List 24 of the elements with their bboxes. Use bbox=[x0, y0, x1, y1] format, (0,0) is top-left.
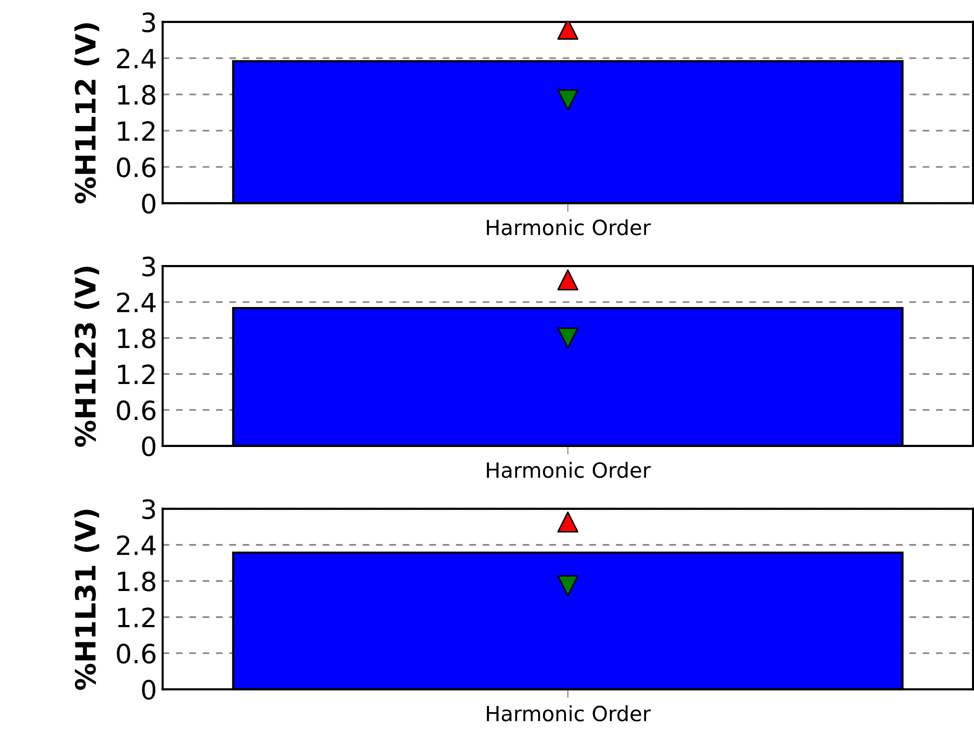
y-tick-label: 1.8 bbox=[118, 84, 156, 105]
y-tick-label: 2.4 bbox=[117, 48, 156, 68]
y-tick-label: 1.8 bbox=[118, 328, 156, 348]
y-tick-label: 3 bbox=[142, 12, 155, 32]
y-tick-label: 0.6 bbox=[116, 644, 156, 664]
y-tick-label: 3 bbox=[142, 256, 155, 276]
y-tick-label: 0 bbox=[142, 436, 156, 456]
y-axis-title: %H1L12 (V) bbox=[74, 23, 100, 204]
y-tick-label: 1.2 bbox=[118, 364, 154, 384]
y-tick-label: 0 bbox=[142, 680, 156, 700]
x-axis-title: Harmonic Order bbox=[486, 462, 651, 478]
x-axis-title: Harmonic Order bbox=[486, 219, 651, 236]
y-tick-label: 3 bbox=[142, 499, 155, 520]
y-tick-label: 2.4 bbox=[117, 535, 156, 555]
y-axis-title: %H1L31 (V) bbox=[74, 510, 100, 690]
y-tick-label: 0 bbox=[142, 194, 156, 214]
y-tick-label: 1.2 bbox=[118, 608, 154, 628]
y-tick-label: 0.6 bbox=[116, 400, 156, 420]
y-axis-title: %H1L23 (V) bbox=[74, 266, 100, 447]
y-tick-label: 0.6 bbox=[116, 157, 156, 178]
x-axis-title: Harmonic Order bbox=[486, 705, 651, 722]
y-tick-label: 2.4 bbox=[117, 292, 156, 312]
y-tick-label: 1.8 bbox=[118, 571, 156, 592]
y-tick-label: 1.2 bbox=[118, 121, 154, 141]
